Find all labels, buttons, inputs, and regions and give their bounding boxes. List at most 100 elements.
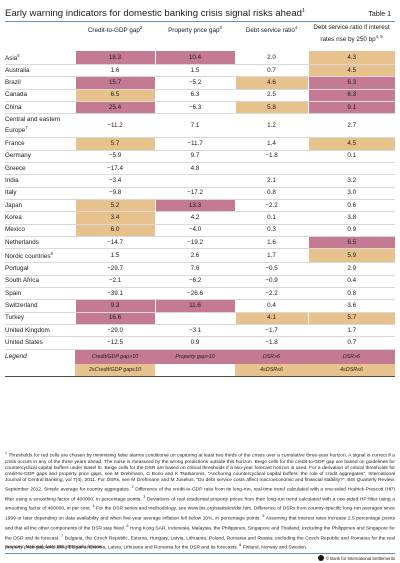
value-cell: −17.2 xyxy=(154,187,235,200)
region-name-text: United Kingdom xyxy=(5,326,50,334)
value-cell xyxy=(307,162,395,176)
value-cell: 0.7 xyxy=(307,336,395,350)
value-cell: 9.3 xyxy=(74,299,155,313)
legend-credit-medium: 2≤Credit/GDP gap≤10 xyxy=(75,363,155,377)
row-region-name: Greece xyxy=(5,162,75,176)
value-cell: 1.5 xyxy=(74,248,155,264)
value-cell: −1.7 xyxy=(234,324,308,338)
column-note: 3 xyxy=(219,25,222,30)
value-cell: 5.8 xyxy=(234,101,308,115)
value-cell: 4.8 xyxy=(154,162,235,176)
value-cell: 1.2 xyxy=(234,113,308,139)
table-row: Turkey 16.6 4.1 5.7 xyxy=(5,312,395,326)
region-name-text: Netherlands xyxy=(5,238,39,246)
header-country xyxy=(5,24,75,51)
value-cell: 2.7 xyxy=(307,113,395,139)
region-footnote-ref: 6 xyxy=(17,53,20,58)
value-cell: 4.1 xyxy=(234,312,308,326)
row-region-name: Turkey xyxy=(5,312,75,326)
value-cell: −26.6 xyxy=(154,287,235,301)
value-cell: 11.6 xyxy=(154,299,235,313)
value-cell: −0.9 xyxy=(234,275,308,289)
footnote-text: Difference of the credit-to-GDP ratio fr… xyxy=(5,487,395,503)
indicator-table: Credit-to-GDP gap2 Property price gap3 D… xyxy=(5,24,395,377)
region-name-text: South Africa xyxy=(5,277,39,285)
column-label: Credit-to-GDP gap xyxy=(87,27,140,35)
value-cell: 4.5 xyxy=(307,137,395,151)
region-name-text: France xyxy=(5,139,25,147)
value-cell: −12.5 xyxy=(74,336,155,350)
value-cell: −1.8 xyxy=(234,150,308,163)
value-cell: 3.6 xyxy=(307,299,395,313)
table-row: Canada 6.5 6.3 2.5 6.3 xyxy=(5,89,395,103)
table-row: United Kingdom −29.0 −3.1 −1.7 1.7 xyxy=(5,324,395,338)
table-body: Asia6 18.3 10.4 2.0 4.3 Australia 1.6 1.5 0.7 4.5… xyxy=(5,51,395,377)
value-cell: 2.1 xyxy=(234,174,308,188)
value-cell: 0.1 xyxy=(307,150,395,163)
value-cell: 2.0 xyxy=(234,51,308,66)
table-row: Germany −5.9 9.7 −1.8 0.1 xyxy=(5,150,395,163)
legend-property-high: Property gap>10 xyxy=(155,348,235,364)
column-label: Debt service ratio xyxy=(245,27,295,35)
value-cell: 5.2 xyxy=(74,199,155,213)
value-cell: 4.2 xyxy=(154,211,235,225)
value-cell: −0.5 xyxy=(234,262,308,276)
legend-row-2: 2≤Credit/GDP gap≤10 4≤DSR≤6 4≤DSR≤6 xyxy=(5,363,395,377)
region-name-text: Canada xyxy=(5,91,28,99)
value-cell: 9.7 xyxy=(154,150,235,163)
sources-line: Sources: National data; BIS; BIS calcula… xyxy=(5,545,104,550)
value-cell: 1.4 xyxy=(234,137,308,151)
footnotes: 1 Thresholds for red cells are chosen by… xyxy=(5,450,395,552)
row-region-name: Japan xyxy=(5,199,75,213)
bottom-rule xyxy=(5,553,395,554)
footnote-number: 1 xyxy=(5,451,7,455)
legend-spacer xyxy=(5,363,75,377)
value-cell: −4.0 xyxy=(154,224,235,237)
value-cell: −6.3 xyxy=(154,101,235,115)
value-cell: 13.3 xyxy=(154,199,235,213)
value-cell: −39.1 xyxy=(74,287,155,301)
table-row: Netherlands −14.7 −19.2 1.6 6.5 xyxy=(5,236,395,250)
value-cell: 4.6 xyxy=(234,76,308,90)
row-region-name: Mexico xyxy=(5,224,75,237)
table-number: Table 1 xyxy=(368,11,391,18)
header-dsr: Debt service ratio4 xyxy=(235,24,308,51)
region-name-text: India xyxy=(5,176,19,184)
row-region-name: Australia xyxy=(5,64,75,78)
value-cell: 5.7 xyxy=(307,312,395,326)
region-name-text: China xyxy=(5,103,22,111)
region-name-text: Turkey xyxy=(5,314,25,322)
table-row: China 25.4 −6.3 5.8 9.1 xyxy=(5,101,395,115)
value-cell: 0.7 xyxy=(234,64,308,78)
value-cell: 3.0 xyxy=(307,187,395,200)
table-row: Central and eastern Europe7 −11.2 7.1 1.2 2.… xyxy=(5,113,395,139)
value-cell: −3.1 xyxy=(154,324,235,338)
value-cell: 6.3 xyxy=(307,89,395,103)
table-row: Korea 3.4 4.2 0.1 3.8 xyxy=(5,211,395,225)
footnote-text: Hong Kong SAR, Indonesia, Malaysia, the … xyxy=(5,526,395,542)
value-cell: 2.6 xyxy=(154,248,235,264)
table-row: Mexico 6.0 −4.0 0.3 0.9 xyxy=(5,224,395,237)
legend-property-empty xyxy=(155,363,235,377)
value-cell: 4.3 xyxy=(307,51,395,66)
value-cell: −11.7 xyxy=(154,137,235,151)
row-region-name: Switzerland xyxy=(5,299,75,313)
value-cell: 0.8 xyxy=(234,187,308,200)
value-cell: 7.1 xyxy=(154,113,235,139)
row-region-name: Korea xyxy=(5,211,75,225)
value-cell: 16.6 xyxy=(74,312,155,326)
value-cell: 18.3 xyxy=(74,51,155,66)
value-cell: 2.5 xyxy=(234,89,308,103)
row-region-name: Portugal xyxy=(5,262,75,276)
value-cell: 15.7 xyxy=(74,76,155,90)
title-footnote-ref: 1 xyxy=(302,7,306,14)
value-cell: 1.7 xyxy=(234,248,308,264)
footnote-number: 8 xyxy=(239,543,242,548)
region-footnote-ref: 7 xyxy=(25,125,28,131)
value-cell: −29.0 xyxy=(74,324,155,338)
copyright: © Bank for International Settlements xyxy=(317,555,395,561)
footnote-number: 4 xyxy=(92,504,95,509)
value-cell: −3.4 xyxy=(74,174,155,188)
value-cell: 6.5 xyxy=(307,236,395,250)
row-region-name: Netherlands xyxy=(5,236,75,250)
